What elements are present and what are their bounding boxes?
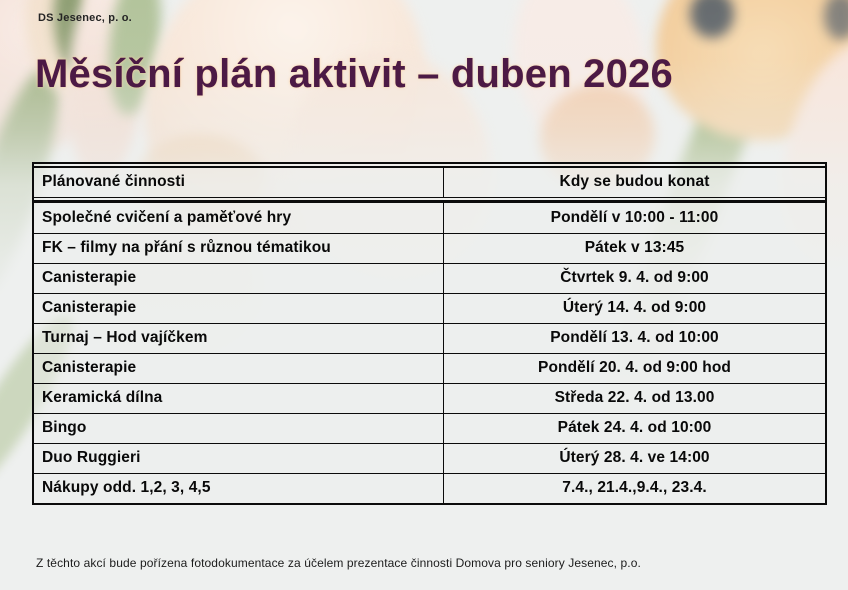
table-row: FK – filmy na přání s různou tématikou P… bbox=[34, 232, 825, 263]
page-title: Měsíční plán aktivit – duben 2026 bbox=[35, 52, 673, 96]
activities-table: Plánované činnosti Kdy se budou konat Sp… bbox=[32, 162, 827, 505]
schedule-cell: Čtvrtek 9. 4. od 9:00 bbox=[560, 269, 709, 286]
schedule-cell: Pondělí v 10:00 - 11:00 bbox=[550, 208, 719, 226]
table-row: Nákupy odd. 1,2, 3, 4,5 7.4., 21.4.,9.4.… bbox=[34, 472, 825, 503]
activity-cell: Canisterapie bbox=[34, 353, 444, 383]
table-row: Canisterapie Úterý 14. 4. od 9:00 bbox=[34, 292, 825, 323]
footer-note: Z těchto akcí bude pořízena fotodokument… bbox=[36, 556, 641, 570]
schedule-cell: Pátek v 13:45 bbox=[584, 239, 685, 256]
schedule-cell: Pondělí 20. 4. od 9:00 hod bbox=[538, 359, 731, 376]
org-label: DS Jesenec, p. o. bbox=[38, 12, 132, 24]
table-row: Duo Ruggieri Úterý 28. 4. ve 14:00 bbox=[34, 442, 825, 473]
activity-cell: Bingo bbox=[34, 413, 444, 443]
table-row: Společné cvičení a paměťové hry Pondělí … bbox=[34, 202, 825, 233]
table-header-row: Plánované činnosti Kdy se budou konat bbox=[34, 167, 825, 198]
activity-cell: Nákupy odd. 1,2, 3, 4,5 bbox=[34, 473, 444, 503]
schedule-cell: Pondělí 13. 4. od 10:00 bbox=[550, 329, 719, 346]
activity-cell: Společné cvičení a paměťové hry bbox=[34, 202, 444, 233]
header-separator bbox=[34, 197, 825, 203]
schedule-cell: Úterý 28. 4. ve 14:00 bbox=[559, 449, 710, 466]
table-row: Turnaj – Hod vajíčkem Pondělí 13. 4. od … bbox=[34, 322, 825, 353]
activity-cell: Duo Ruggieri bbox=[34, 443, 444, 473]
schedule-cell: Pátek 24. 4. od 10:00 bbox=[557, 419, 712, 436]
activity-cell: Turnaj – Hod vajíčkem bbox=[34, 323, 444, 353]
schedule-cell: Úterý 14. 4. od 9:00 bbox=[562, 299, 707, 316]
table-row: Keramická dílna Středa 22. 4. od 13.00 bbox=[34, 382, 825, 413]
activity-cell: FK – filmy na přání s různou tématikou bbox=[34, 233, 444, 263]
table-top-separator bbox=[34, 164, 825, 168]
activity-cell: Canisterapie bbox=[34, 263, 444, 293]
table-row: Canisterapie Čtvrtek 9. 4. od 9:00 bbox=[34, 262, 825, 293]
schedule-cell: Středa 22. 4. od 13.00 bbox=[554, 389, 715, 406]
schedule-cell: 7.4., 21.4.,9.4., 23.4. bbox=[562, 479, 707, 496]
table-row: Canisterapie Pondělí 20. 4. od 9:00 hod bbox=[34, 352, 825, 383]
col-header-activities: Plánované činnosti bbox=[34, 167, 444, 197]
activity-cell: Canisterapie bbox=[34, 293, 444, 323]
table-row: Bingo Pátek 24. 4. od 10:00 bbox=[34, 412, 825, 443]
col-header-schedule: Kdy se budou konat bbox=[559, 173, 710, 190]
activity-cell: Keramická dílna bbox=[34, 383, 444, 413]
